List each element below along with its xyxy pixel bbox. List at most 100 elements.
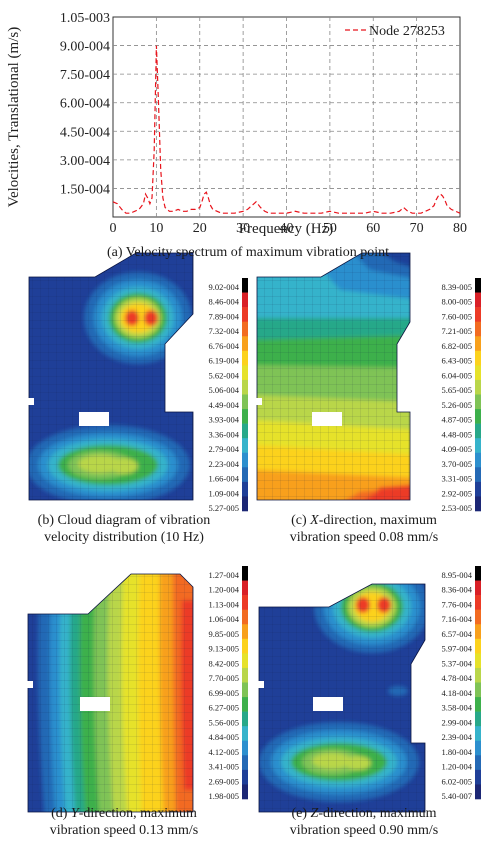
legend-swatch: [475, 496, 481, 512]
legend-value: 3.31-005: [442, 474, 472, 484]
legend-swatch: [475, 726, 481, 742]
legend-value: 7.70-005: [209, 673, 239, 683]
legend-value: 7.16-004: [442, 614, 473, 624]
legend-value: 2.69-005: [209, 776, 239, 786]
legend-swatch: [242, 667, 248, 683]
legend-value: 2.92-005: [442, 488, 472, 498]
contour-plot-b: 9.02-004 8.46-004 7.89-004 7.32-004 6.76-004…: [26, 252, 248, 513]
legend-swatch: [475, 740, 481, 756]
legend-swatch: [475, 697, 481, 712]
contour-plot-c: 8.39-005 8.00-005 7.60-005 7.21-005 6.82-005…: [254, 252, 481, 513]
legend-value: 1.20-004: [442, 762, 473, 772]
x-tick-label: 0: [110, 221, 117, 236]
legend-value: 5.97-004: [442, 644, 473, 654]
legend-value: 7.76-004: [442, 599, 473, 609]
caption-e-line2: vibration speed 0.90 mm/s: [289, 823, 439, 838]
legend-swatch: [475, 336, 481, 352]
legend-value: 3.41-005: [209, 762, 239, 772]
legend-value: 8.36-004: [442, 585, 473, 595]
legend-swatch: [242, 566, 248, 581]
caption-b-line1: (b) Cloud diagram of vibration: [37, 513, 211, 528]
legend-value: 6.04-005: [442, 370, 472, 380]
legend-swatch: [242, 438, 248, 454]
legend-swatch: [242, 638, 248, 654]
caption-d-line1: (d) Y-direction, maximum: [51, 806, 197, 821]
y-tick-label: 7.50-004: [60, 68, 110, 83]
legend-swatch: [242, 496, 248, 512]
legend-swatch: [242, 409, 248, 424]
cutout-slot: [312, 412, 342, 426]
caption-c-line2: vibration speed 0.08 mm/s: [289, 530, 439, 545]
legend-swatch: [475, 423, 481, 439]
legend-value: 1.27-004: [209, 570, 240, 580]
legend-value: 6.19-004: [209, 356, 240, 366]
x-tick-label: 40: [280, 221, 294, 236]
legend-value: 5.65-005: [442, 385, 472, 395]
cutout-slot: [79, 412, 109, 426]
y-tick-label: 1.50-004: [60, 182, 110, 197]
legend-swatch: [475, 595, 481, 610]
legend-value: 6.76-004: [209, 341, 240, 351]
legend-swatch: [242, 307, 248, 322]
legend-swatch: [475, 711, 481, 727]
legend-value: 2.79-004: [209, 444, 240, 454]
cutout-slot: [80, 697, 110, 711]
legend-value: 9.02-004: [209, 282, 240, 292]
legend-value: 1.66-004: [209, 474, 240, 484]
legend-value: 4.49-004: [209, 400, 240, 410]
legend-value: 8.39-005: [442, 282, 472, 292]
x-tick-label: 80: [453, 221, 467, 236]
legend-swatch: [475, 350, 481, 366]
legend-value: 2.39-004: [442, 732, 473, 742]
legend-value: 1.80-004: [442, 747, 473, 757]
legend-swatch: [242, 624, 248, 640]
legend-swatch: [242, 769, 248, 785]
legend-value: 8.46-004: [209, 297, 240, 307]
legend-value: 7.89-004: [209, 311, 240, 321]
legend-value: 4.09-005: [442, 444, 472, 454]
legend-swatch: [242, 697, 248, 712]
x-tick-label: 60: [366, 221, 380, 236]
legend-swatch: [475, 467, 481, 483]
legend-swatch: [475, 321, 481, 337]
legend-swatch: [242, 278, 248, 293]
legend-value: 4.87-005: [442, 415, 472, 425]
cutout-slot: [313, 697, 343, 711]
color-legend: 1.27-004 1.20-004 1.13-004 1.06-004 9.85-005…: [209, 566, 248, 801]
legend-value: 6.57-004: [442, 629, 473, 639]
legend-value: 5.27-005: [209, 503, 239, 513]
legend-value: 2.53-005: [442, 503, 472, 513]
legend-value: 9.85-005: [209, 629, 239, 639]
legend-swatch: [475, 278, 481, 293]
legend-value: 3.93-004: [209, 415, 240, 425]
legend-swatch: [242, 740, 248, 756]
legend-value: 6.82-005: [442, 341, 472, 351]
legend-value: 1.20-004: [209, 585, 240, 595]
legend-swatch: [242, 755, 248, 771]
legend-value: 8.42-005: [209, 658, 239, 668]
y-tick-label: 4.50-004: [60, 125, 110, 140]
y-tick-label: 1.05-003: [60, 11, 110, 26]
contour-plot-e: 8.95-004 8.36-004 7.76-004 7.16-004 6.57-004…: [256, 566, 481, 813]
legend-swatch: [475, 307, 481, 322]
x-tick-labels: 0 10 20 30 40 50 60 70 80: [110, 221, 468, 236]
contour-plot-d: 1.27-004 1.20-004 1.13-004 1.06-004 9.85-005…: [25, 566, 248, 813]
x-tick-label: 50: [323, 221, 337, 236]
legend-value: 6.99-005: [209, 688, 239, 698]
legend-value: 1.09-004: [209, 488, 240, 498]
x-tick-label: 20: [193, 221, 207, 236]
legend-value: 5.26-005: [442, 400, 472, 410]
legend-value: 5.56-005: [209, 717, 239, 727]
caption-e-line1: (e) Z-direction, maximum: [291, 806, 437, 821]
legend-value: 6.02-005: [442, 776, 472, 786]
y-tick-label: 9.00-004: [60, 40, 110, 55]
legend-swatch: [475, 379, 481, 395]
edge-notch: [254, 398, 262, 405]
legend-label: Node 278253: [369, 24, 445, 39]
legend-swatch: [242, 682, 248, 698]
legend-swatch: [242, 653, 248, 669]
color-legend: 9.02-004 8.46-004 7.89-004 7.32-004 6.76-004…: [209, 278, 248, 513]
legend-swatch: [242, 321, 248, 337]
legend-value: 4.78-004: [442, 673, 473, 683]
legend-swatch: [242, 609, 248, 625]
